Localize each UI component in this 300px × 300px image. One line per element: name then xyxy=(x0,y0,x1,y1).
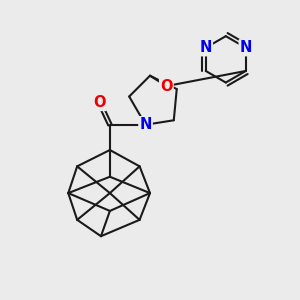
Text: O: O xyxy=(93,95,106,110)
Text: N: N xyxy=(240,40,252,55)
Text: O: O xyxy=(160,79,172,94)
Text: N: N xyxy=(200,40,212,55)
Text: N: N xyxy=(140,117,152,132)
